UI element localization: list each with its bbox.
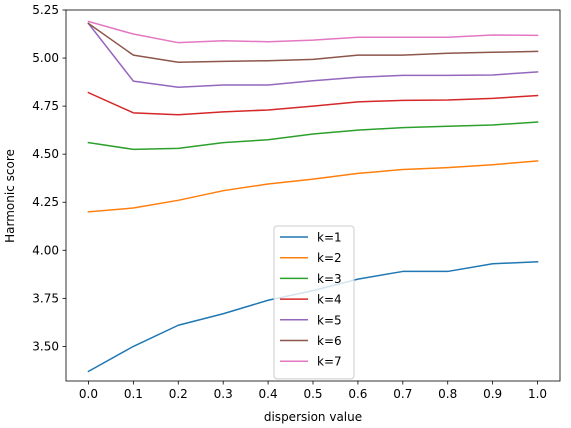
plot-frame — [65, 9, 561, 382]
series-line-7 — [87, 20, 539, 44]
y-tick-label: 5.00 — [32, 51, 59, 65]
y-tick-label: 4.50 — [32, 147, 59, 161]
x-tick-label: 0.4 — [259, 387, 278, 401]
y-tick-label: 4.75 — [32, 99, 59, 113]
x-tick-label: 0.1 — [124, 387, 143, 401]
legend-box — [273, 225, 355, 380]
series-line-2 — [87, 160, 539, 213]
y-tick-label: 4.25 — [32, 195, 59, 209]
series-line-4 — [87, 91, 539, 116]
series-line-5 — [87, 22, 539, 89]
series-line-6 — [87, 22, 539, 64]
x-axis-label: dispersion value — [264, 410, 362, 424]
legend-label: k=1 — [317, 231, 342, 245]
x-tick-label: 0.0 — [79, 387, 98, 401]
x-tick-label: 0.5 — [303, 387, 322, 401]
legend-label: k=2 — [317, 251, 342, 265]
x-tick-label: 0.9 — [483, 387, 502, 401]
legend-label: k=5 — [317, 313, 342, 327]
y-tick-label: 3.75 — [32, 291, 59, 305]
x-axis-ticks: 0.0 0.1 0.2 0.3 0.4 0.5 0.6 0.7 0.8 0.9 1.0 — [79, 381, 547, 401]
x-tick-label: 0.8 — [438, 387, 457, 401]
x-tick-label: 0.2 — [169, 387, 188, 401]
legend-label: k=4 — [317, 293, 342, 307]
y-axis-label: Harmonic score — [3, 149, 17, 243]
y-tick-label: 5.25 — [32, 3, 59, 17]
x-tick-label: 0.7 — [393, 387, 412, 401]
legend-label: k=6 — [317, 334, 342, 348]
x-tick-label: 1.0 — [528, 387, 547, 401]
y-tick-label: 4.00 — [32, 243, 59, 257]
x-tick-label: 0.3 — [214, 387, 233, 401]
series-line-3 — [87, 121, 539, 151]
legend-label: k=3 — [317, 272, 342, 286]
legend-label: k=7 — [317, 355, 342, 369]
y-axis-ticks: 3.50 3.75 4.00 4.25 4.50 4.75 5.00 5.25 — [32, 3, 66, 353]
legend: k=1 k=2 k=3 k=4 k=5 k=6 k=7 — [273, 225, 355, 380]
x-tick-label: 0.6 — [348, 387, 367, 401]
y-tick-label: 3.50 — [32, 339, 59, 353]
series-lines — [87, 20, 539, 373]
